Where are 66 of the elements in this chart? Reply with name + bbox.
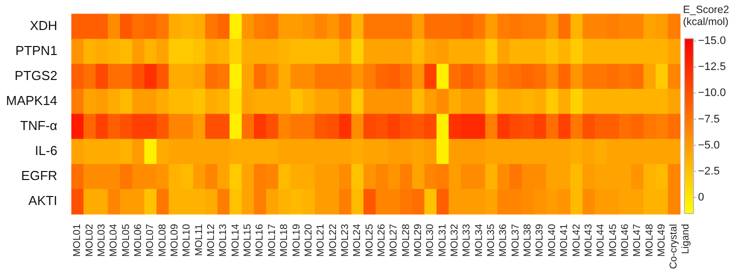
- color-bar-label: −2.5: [698, 165, 720, 178]
- x-tick-label: MOL06: [133, 224, 144, 257]
- x-tick-label: MOL18: [279, 224, 290, 257]
- color-bar-title: E_Score2 (kcal/mol): [683, 4, 730, 28]
- y-tick-label: AKTI: [28, 193, 58, 208]
- x-tick-label: MOL14: [230, 224, 242, 257]
- color-bar-label: −15.0: [698, 35, 726, 48]
- color-bar-label: −5.0: [698, 139, 720, 152]
- x-tick-label: MOL30: [425, 224, 436, 257]
- y-tick-label: MAPK14: [6, 92, 58, 108]
- x-tick-label: MOL27: [388, 224, 400, 257]
- x-tick-label: MOL42: [571, 224, 582, 257]
- y-tick-label: PTPN1: [15, 42, 58, 58]
- x-tick-label: MOL20: [303, 224, 314, 257]
- x-tick-label: MOL10: [182, 224, 193, 257]
- x-tick-label: MOL47: [632, 224, 644, 257]
- color-bar-label: 0: [698, 191, 704, 204]
- x-tick-label: MOL16: [254, 224, 266, 257]
- x-tick-label: MOL44: [596, 224, 607, 257]
- y-tick-label: TNF-α: [20, 118, 58, 133]
- x-tick-label: MOL21: [316, 224, 327, 257]
- x-tick-label: MOL31: [437, 224, 448, 257]
- x-tick-label: MOL13: [218, 224, 230, 257]
- x-tick-label: MOL43: [583, 224, 594, 257]
- x-tick-label: MOL48: [644, 224, 656, 257]
- x-tick-label: MOL04: [108, 224, 120, 257]
- x-tick-label: MOL15: [242, 224, 254, 257]
- x-tick-label: MOL11: [194, 224, 205, 256]
- color-bar-label: −10.0: [698, 87, 726, 100]
- color-bar-label: −7.5: [698, 113, 720, 126]
- y-tick-label: EGFR: [21, 168, 58, 184]
- x-tick-label: MOL01: [72, 224, 84, 257]
- color-bar-label: −12.5: [698, 61, 726, 74]
- x-tick-label: MOL26: [376, 224, 388, 257]
- x-tick-label: MOL17: [266, 224, 278, 257]
- x-tick-label: MOL39: [534, 224, 546, 257]
- x-tick-label: Co-crystal Ligand: [668, 224, 692, 270]
- x-tick-label: MOL24: [352, 224, 364, 257]
- x-tick-label: MOL34: [474, 224, 485, 257]
- x-tick-label: MOL33: [462, 224, 473, 257]
- x-tick-label: MOL45: [608, 224, 619, 257]
- x-tick-label: MOL28: [400, 224, 412, 257]
- x-tick-label: MOL38: [522, 224, 534, 257]
- x-tick-label: MOL36: [498, 224, 510, 257]
- x-tick-label: MOL05: [120, 224, 132, 257]
- x-tick-label: MOL12: [206, 224, 218, 257]
- y-tick-label: PTGS2: [14, 68, 58, 83]
- x-tick-label: MOL37: [510, 224, 522, 257]
- x-tick-label: MOL22: [328, 224, 339, 257]
- x-tick-label: MOL02: [84, 224, 96, 257]
- x-tick-label: MOL29: [413, 224, 424, 257]
- x-tick-label: MOL41: [559, 224, 570, 257]
- x-tick-label: MOL03: [96, 224, 108, 257]
- x-tick-label: MOL40: [546, 224, 558, 257]
- x-tick-label: MOL49: [656, 224, 668, 257]
- y-tick-label: XDH: [30, 18, 58, 33]
- x-tick-label: MOL35: [486, 224, 498, 257]
- x-tick-label: MOL23: [340, 224, 351, 257]
- x-tick-label: MOL46: [620, 224, 631, 257]
- y-tick-label: IL-6: [34, 143, 58, 158]
- x-tick-label: MOL25: [364, 224, 376, 257]
- x-tick-label: MOL09: [170, 224, 181, 257]
- x-tick-label: MOL08: [157, 224, 168, 257]
- x-tick-label: MOL19: [291, 224, 302, 257]
- x-tick-label: MOL32: [450, 224, 461, 257]
- x-tick-label: MOL07: [145, 224, 156, 257]
